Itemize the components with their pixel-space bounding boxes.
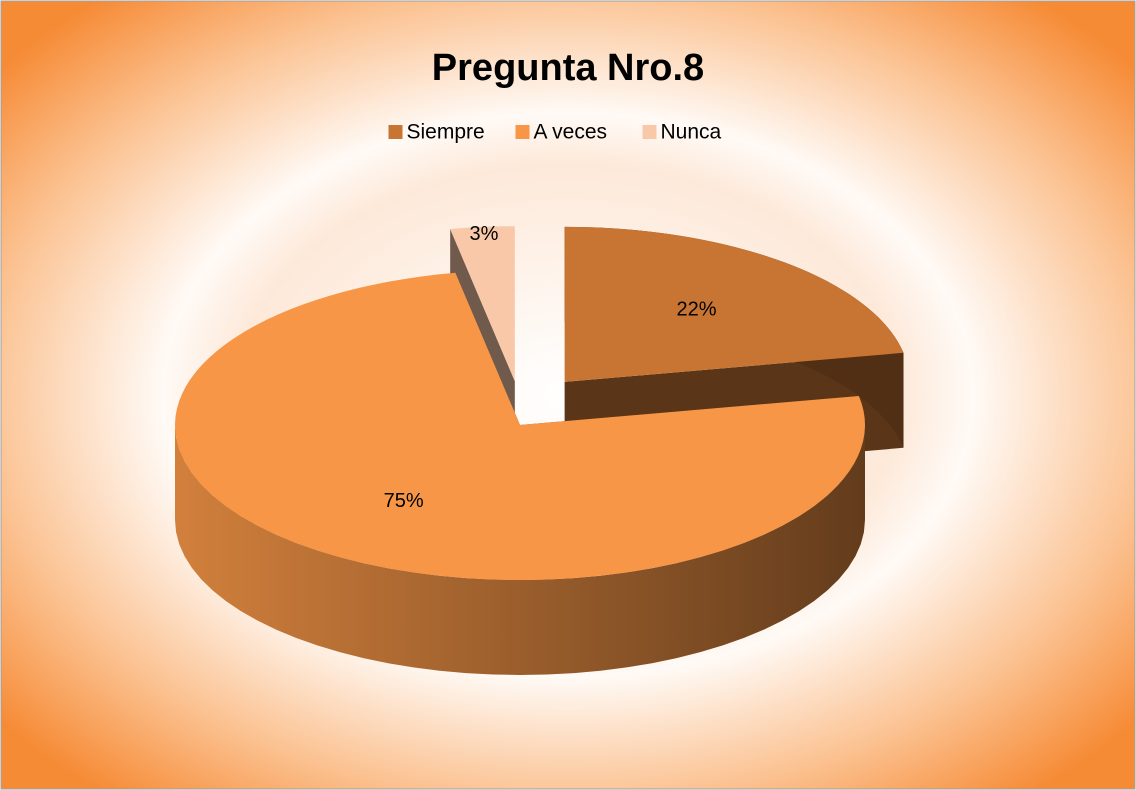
slice bbox=[174, 272, 866, 580]
slice bbox=[564, 226, 904, 382]
pie: 22% 75% 3% bbox=[174, 223, 904, 675]
legend-swatch bbox=[388, 125, 403, 139]
chart-title: Pregunta Nro.8 bbox=[432, 47, 704, 89]
legend: Siempre A veces Nunca bbox=[388, 121, 722, 144]
data-label: 75% bbox=[384, 490, 424, 512]
legend-label: Siempre bbox=[407, 121, 485, 144]
data-label: 3% bbox=[470, 223, 499, 245]
slice-side bbox=[175, 425, 865, 675]
legend-label: A veces bbox=[534, 121, 608, 144]
slice bbox=[450, 226, 515, 382]
legend-swatch bbox=[642, 125, 657, 139]
legend-swatch bbox=[515, 125, 530, 139]
legend-label: Nunca bbox=[661, 121, 722, 144]
data-label: 22% bbox=[677, 298, 717, 320]
